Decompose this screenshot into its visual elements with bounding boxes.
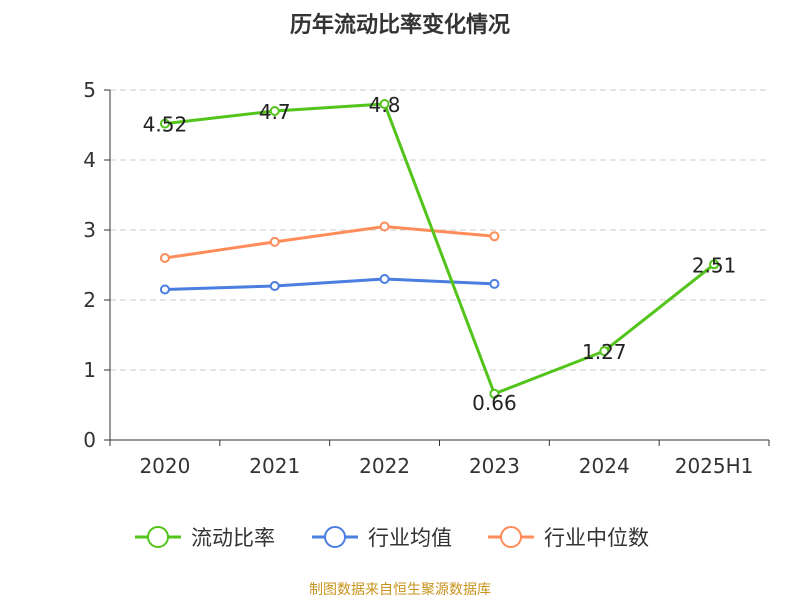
data-label: 4.7 [259, 100, 291, 124]
series-line [164, 277, 495, 291]
source-note: 制图数据来自恒生聚源数据库 [309, 582, 491, 598]
legend-item[interactable]: 行业均值 [312, 526, 452, 550]
data-point[interactable] [489, 231, 500, 242]
data-label: 4.8 [369, 93, 401, 117]
x-tick-label: 2024 [579, 454, 630, 478]
legend-label: 行业中位数 [544, 526, 649, 550]
x-tick-label: 2022 [359, 454, 410, 478]
data-label: 1.27 [582, 340, 627, 364]
data-point[interactable] [159, 284, 170, 295]
data-label: 2.51 [692, 253, 737, 277]
y-tick-label: 0 [83, 428, 96, 452]
data-point[interactable] [379, 274, 390, 284]
data-point[interactable] [159, 253, 170, 263]
legend-marker [147, 526, 169, 548]
y-tick-label: 3 [83, 218, 96, 242]
x-tick-label: 2023 [469, 454, 520, 478]
legend-item[interactable]: 流动比率 [135, 526, 275, 550]
legend-label: 行业均值 [368, 526, 452, 550]
data-label: 4.52 [143, 113, 188, 137]
chart-title: 历年流动比率变化情况 [290, 12, 510, 38]
series-line [164, 224, 495, 260]
data-point[interactable] [489, 278, 500, 289]
y-tick-label: 4 [83, 148, 96, 172]
data-point[interactable] [599, 346, 610, 357]
series-line [164, 102, 716, 396]
data-point[interactable] [709, 259, 720, 270]
data-point[interactable] [489, 388, 500, 399]
data-point[interactable] [269, 106, 280, 116]
legend-item[interactable]: 行业中位数 [488, 526, 649, 550]
data-point[interactable] [269, 281, 280, 291]
legend-label: 流动比率 [191, 526, 275, 550]
x-tick-label: 2021 [249, 454, 300, 478]
data-point[interactable] [269, 236, 280, 247]
x-tick-label: 2020 [139, 454, 190, 478]
legend-marker [324, 526, 346, 548]
y-tick-label: 5 [83, 78, 96, 102]
x-tick-label: 2025H1 [675, 454, 754, 478]
y-tick-label: 2 [83, 288, 96, 312]
y-tick-label: 1 [83, 358, 96, 382]
data-label: 0.66 [472, 391, 517, 415]
data-point[interactable] [159, 118, 170, 129]
data-point[interactable] [379, 221, 390, 232]
legend-marker [500, 526, 522, 548]
data-point[interactable] [379, 99, 390, 109]
